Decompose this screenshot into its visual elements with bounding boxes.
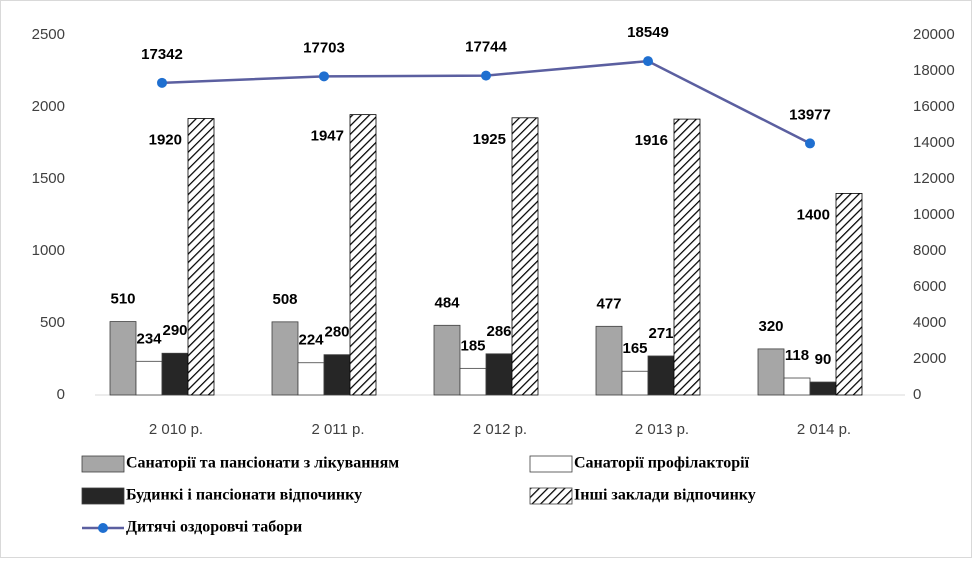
x-tick-label: 2 014 р.: [797, 421, 851, 438]
data-label: 90: [815, 351, 832, 368]
y2-tick-label: 16000: [913, 98, 955, 115]
bar: [757, 348, 785, 396]
legend-label: Санаторії та пансіонати з лікуванням: [126, 455, 399, 472]
x-tick-label: 2 012 р.: [473, 421, 527, 438]
data-label: 1920: [149, 131, 182, 148]
data-label: 271: [648, 325, 673, 342]
line-marker: [319, 71, 329, 82]
data-label: 484: [434, 294, 460, 311]
bar: [673, 118, 701, 396]
y2-tick-label: 14000: [913, 134, 955, 151]
data-label: 18549: [627, 24, 669, 41]
legend-swatch: [81, 487, 125, 505]
bar: [511, 117, 539, 396]
data-label: 185: [460, 337, 485, 354]
y2-tick-label: 0: [913, 386, 921, 403]
x-tick-label: 2 013 р.: [635, 421, 689, 438]
y2-tick-label: 12000: [913, 170, 955, 187]
x-tick-label: 2 010 р.: [149, 421, 203, 438]
line-marker: [805, 138, 815, 149]
y2-tick-label: 4000: [913, 314, 946, 331]
bar: [783, 377, 811, 396]
line-marker: [643, 56, 653, 67]
bar: [323, 354, 351, 396]
bar: [459, 367, 487, 396]
data-label: 320: [758, 318, 783, 335]
y-tick-label: 2000: [32, 98, 65, 115]
bar: [297, 362, 325, 396]
legend-marker: [98, 523, 108, 533]
bar: [433, 324, 461, 396]
data-label: 224: [298, 332, 324, 349]
bar: [647, 355, 675, 396]
bar: [349, 114, 377, 396]
y-tick-label: 1500: [32, 170, 65, 187]
bar: [809, 381, 837, 396]
legend-swatch: [529, 455, 573, 473]
data-label: 1947: [311, 128, 344, 145]
y2-tick-label: 2000: [913, 350, 946, 367]
y-tick-label: 1000: [32, 242, 65, 259]
y2-tick-label: 8000: [913, 242, 946, 259]
legend-label: Інші заклади відпочинку: [574, 487, 756, 504]
legend-label: Дитячі оздоровчі табори: [126, 519, 302, 536]
y-tick-label: 2500: [32, 26, 65, 43]
y2-tick-label: 10000: [913, 206, 955, 223]
data-label: 508: [272, 291, 297, 308]
data-label: 17703: [303, 39, 345, 56]
legend-swatch: [529, 487, 573, 505]
y-tick-label: 0: [57, 386, 65, 403]
data-label: 234: [136, 330, 162, 347]
bar: [485, 353, 513, 396]
legend-label: Будинкі і пансіонати відпочинку: [126, 487, 362, 504]
data-label: 118: [785, 347, 809, 364]
data-label: 286: [486, 323, 511, 340]
bar: [187, 118, 215, 396]
bar: [595, 325, 623, 396]
legend-label: Санаторії профілакторії: [574, 455, 750, 472]
data-label: 165: [622, 340, 647, 357]
data-label: 1400: [797, 206, 830, 223]
line-marker: [481, 70, 491, 81]
bar: [109, 321, 137, 396]
data-label: 290: [162, 322, 187, 339]
bar: [835, 192, 863, 396]
bar: [271, 321, 299, 396]
data-label: 1916: [635, 132, 668, 149]
data-label: 510: [110, 291, 135, 308]
bar: [621, 370, 649, 396]
y2-tick-label: 6000: [913, 278, 946, 295]
legend-swatch: [81, 455, 125, 473]
data-label: 280: [324, 324, 349, 341]
data-label: 13977: [789, 106, 831, 123]
bar: [135, 360, 163, 396]
x-tick-label: 2 011 р.: [311, 421, 364, 438]
y2-tick-label: 20000: [913, 26, 955, 43]
data-label: 17342: [141, 46, 183, 63]
line-marker: [157, 77, 167, 88]
bar: [161, 352, 189, 396]
data-label: 477: [596, 295, 621, 312]
y-tick-label: 500: [40, 314, 65, 331]
data-label: 1925: [473, 131, 506, 148]
y2-tick-label: 18000: [913, 62, 955, 79]
data-label: 17744: [465, 39, 507, 56]
